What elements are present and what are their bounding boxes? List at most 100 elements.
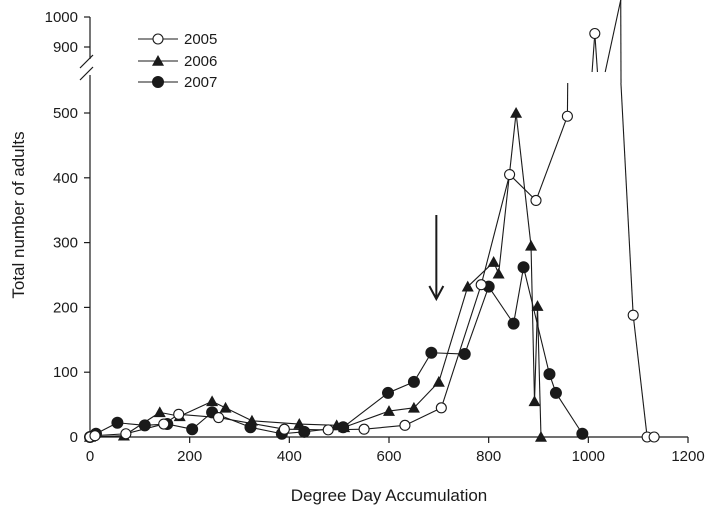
data-point <box>458 348 471 361</box>
data-point <box>461 280 474 292</box>
data-point <box>517 261 530 274</box>
y-tick-label: 900 <box>53 39 78 56</box>
series-line-segment <box>284 428 329 431</box>
data-point <box>534 431 547 442</box>
x-tick-label: 800 <box>476 448 501 465</box>
y-axis-title: Total number of adults <box>9 131 28 298</box>
data-point <box>576 427 589 440</box>
data-point <box>530 194 542 207</box>
legend-label: 2005 <box>184 31 217 48</box>
series-2006 <box>84 107 547 442</box>
series-line-segment <box>604 0 622 73</box>
data-point <box>561 110 573 122</box>
data-point <box>382 386 395 399</box>
series-line-segment <box>530 245 536 402</box>
data-point <box>153 406 166 418</box>
data-point <box>358 423 370 435</box>
data-point <box>278 423 290 435</box>
data-point <box>213 412 225 424</box>
data-point <box>504 169 516 181</box>
data-point <box>407 375 420 388</box>
series-line-segment <box>591 33 596 73</box>
data-point <box>492 267 505 279</box>
series-line-segment <box>388 407 414 412</box>
legend-label: 2006 <box>184 53 217 70</box>
x-tick-label: 1200 <box>671 448 704 465</box>
x-tick-label: 0 <box>86 448 94 465</box>
series-line-segment <box>509 174 537 201</box>
x-tick-label: 600 <box>376 448 401 465</box>
series-line-segment <box>342 392 389 428</box>
x-axis-ticks: 0 200 400 600 800 1000 1200 <box>86 437 705 465</box>
data-point <box>425 346 438 359</box>
series-line-segment <box>251 420 300 425</box>
data-point <box>244 421 257 434</box>
data-point <box>407 401 420 413</box>
series-line-segment <box>523 267 550 375</box>
data-point <box>158 418 170 430</box>
series-line-segment <box>178 413 219 419</box>
series-line-segment <box>480 174 511 285</box>
legend-entry: 2006 <box>138 53 217 70</box>
data-point <box>186 423 199 436</box>
y-tick-label: 300 <box>53 235 78 252</box>
series-line-segment <box>515 112 532 246</box>
legend-label: 2007 <box>184 74 217 91</box>
series-line-segment <box>328 428 365 431</box>
data-point <box>507 317 520 330</box>
data-point <box>383 405 395 416</box>
series-line-segment <box>594 33 599 73</box>
series-line-segment <box>218 417 285 430</box>
series-line-segment <box>555 392 583 435</box>
series-line-segment <box>125 423 164 435</box>
data-point <box>89 430 101 442</box>
series-line-segment <box>438 286 469 383</box>
data-point <box>322 424 334 436</box>
series-line-segment <box>513 267 525 324</box>
data-point <box>627 309 639 321</box>
legend-entry: 2007 <box>138 74 217 91</box>
data-point <box>475 279 487 291</box>
legend: 2005 2006 2007 <box>138 31 217 91</box>
data-point <box>399 419 411 431</box>
series-2005 <box>84 0 660 443</box>
data-point <box>206 395 219 407</box>
series-layer <box>84 0 660 443</box>
data-point <box>648 431 660 443</box>
x-tick-label: 1000 <box>572 448 605 465</box>
y-axis-ticks: 0 100 200 300 400 500 900 1000 <box>45 9 90 446</box>
chart-axes <box>79 17 688 438</box>
y-tick-label: 0 <box>70 429 78 446</box>
data-point <box>543 368 556 381</box>
legend-marker <box>152 76 164 88</box>
series-line-segment <box>179 400 213 417</box>
y-tick-label: 100 <box>53 364 78 381</box>
data-point <box>337 421 350 434</box>
y-tick-label: 500 <box>53 105 78 122</box>
series-line-segment <box>535 116 568 201</box>
axis-break-mark <box>79 54 94 69</box>
data-point <box>111 416 124 429</box>
series-line-segment <box>498 112 517 274</box>
data-point <box>487 256 500 267</box>
axis-break-mark <box>79 66 94 81</box>
series-line-segment <box>343 410 390 428</box>
data-point <box>531 300 544 311</box>
data-point <box>432 375 445 387</box>
legend-marker <box>152 33 164 45</box>
annotation-layer <box>428 215 445 302</box>
data-point <box>549 386 562 399</box>
series-line-segment <box>404 407 442 426</box>
x-tick-label: 400 <box>277 448 302 465</box>
series-line-segment <box>632 315 648 438</box>
y-tick-label: 400 <box>53 170 78 187</box>
legend-marker <box>152 55 164 66</box>
data-point <box>120 428 132 440</box>
down-arrow-head <box>428 285 445 302</box>
x-tick-label: 200 <box>177 448 202 465</box>
x-axis-title: Degree Day Accumulation <box>291 486 488 505</box>
data-point <box>525 239 538 251</box>
series-2007 <box>84 261 589 443</box>
data-point <box>298 425 311 438</box>
